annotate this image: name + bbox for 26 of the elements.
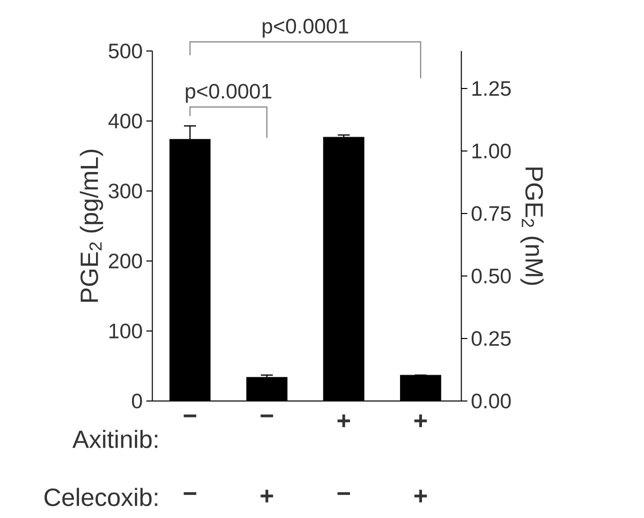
text: −: [337, 492, 350, 495]
text: −: [184, 492, 196, 495]
y-tick-label: 100: [110, 324, 142, 338]
x-tick-label: +: [414, 414, 427, 428]
y-tick-label: 500: [108, 44, 142, 58]
y2-tick-label: 0.25: [472, 331, 511, 346]
y-tick-label: 200: [108, 254, 142, 268]
x-tick-label: −: [260, 414, 274, 418]
text: +: [260, 490, 274, 502]
annotation: p<0.0001: [186, 84, 272, 103]
x-tick-label: +: [338, 414, 350, 428]
text: Axitinib:: [72, 430, 158, 448]
y-axis-title: PGE$_{2}$ (pg/mL): [80, 150, 104, 302]
text: p<0.0001: [262, 18, 348, 38]
y-tick-label: 0: [132, 394, 142, 408]
x-tick-label: −: [184, 414, 196, 418]
y2-tick-label: 0.75: [472, 206, 511, 221]
text: +: [414, 490, 427, 502]
y2-tick-label: 0.00: [472, 394, 511, 408]
y2-axis-title: PGE$_{2}$ (nM): [520, 168, 544, 285]
y2-tick-label: 1.00: [472, 144, 511, 158]
text: Celecoxib:: [44, 488, 158, 506]
y-tick-label: 300: [108, 184, 142, 198]
y2-tick-label: 1.25: [472, 81, 511, 96]
y2-tick-label: 0.50: [472, 268, 511, 284]
y-tick-label: 400: [108, 114, 142, 128]
